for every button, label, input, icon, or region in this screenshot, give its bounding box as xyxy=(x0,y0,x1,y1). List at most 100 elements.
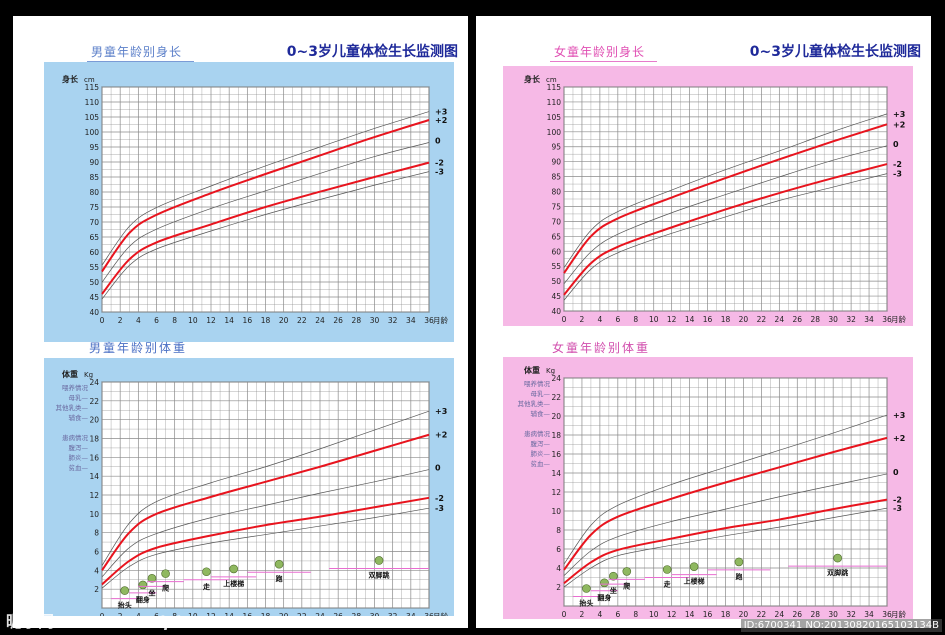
boy-height-xtick-label: 16 xyxy=(243,316,253,325)
boy-weight-ytick-label: 22 xyxy=(89,397,99,406)
girl-weight-sd-label: +3 xyxy=(893,411,905,420)
girl-weight-ytick-label: 20 xyxy=(551,412,561,421)
boy-weight-curve-minus2 xyxy=(101,496,430,586)
milestone-label: 跑 xyxy=(276,574,283,583)
girl-weight-curve-minus3 xyxy=(563,507,888,588)
girl-height-xtick-label: 14 xyxy=(685,315,695,324)
girl-growth-sheet: 女童年龄别身长 0~3岁儿童体检生长监测图 40 45 50 55 60 65 70 75 80… xyxy=(476,16,931,628)
girl-height-unit: cm xyxy=(546,76,557,84)
milestone-figure xyxy=(274,559,284,569)
boy-height-xtick-label: 0 xyxy=(100,316,105,325)
boy-height-xtick-label: 14 xyxy=(224,316,234,325)
boy-height-header: 男童年龄别身长 xyxy=(87,43,195,62)
boy-weight-ytick-label: 18 xyxy=(89,435,99,444)
milestone-figure xyxy=(147,574,157,583)
girl-height-ytick-label: 80 xyxy=(551,188,561,197)
girl-height-curve-median0 xyxy=(563,145,888,285)
milestone-label: 翻身 xyxy=(597,593,611,602)
milestone-label: 翻身 xyxy=(136,595,150,604)
girl-weight-xtick-label: 0 xyxy=(562,610,567,619)
boy-height-sd-label: -3 xyxy=(435,168,444,177)
milestone-figure xyxy=(622,567,632,576)
girl-height-ytick-label: 65 xyxy=(551,232,561,241)
milestone-label: 双脚跳 xyxy=(827,568,848,577)
girl-weight-xtick-label: 32 xyxy=(846,610,856,619)
girl-weight-xtick-label: 16 xyxy=(703,610,713,619)
girl-height-xtick-label: 12 xyxy=(667,315,677,324)
boy-weight-curve-plus2 xyxy=(101,433,430,571)
milestone-figure xyxy=(609,571,618,581)
illness-note: 患病情况 xyxy=(62,433,89,442)
boy-height-curve-minus3 xyxy=(101,171,430,300)
boy-height-ytick-label: 40 xyxy=(89,308,99,317)
milestone-figure xyxy=(161,569,170,578)
girl-height-xtick-label: 10 xyxy=(649,315,659,324)
boy-weight-xtick-label: 36 xyxy=(424,612,434,616)
milestone-label: 走 xyxy=(664,580,672,589)
boy-height-xtick-label: 6 xyxy=(154,316,159,325)
boy-weight-chart: 2468101214161820222402468101214161820222… xyxy=(44,358,454,616)
boy-height-ytick-label: 65 xyxy=(89,233,99,242)
boy-height-ytick-label: 105 xyxy=(85,113,100,122)
girl-height-ytick-label: 95 xyxy=(551,143,561,152)
girl-height-sd-label: -3 xyxy=(893,170,902,179)
girl-height-xtick-label: 18 xyxy=(721,315,731,324)
boy-height-xtick-label: 26 xyxy=(333,316,343,325)
boy-weight-xtick-label: 30 xyxy=(370,612,380,616)
boy-weight-xlabel: 月龄 xyxy=(433,611,448,616)
boy-weight-xtick-label: 24 xyxy=(315,612,325,616)
illness-note: 腹泻— xyxy=(69,443,89,452)
boy-weight-ytick-label: 2 xyxy=(94,585,99,594)
girl-weight-ytick-label: 18 xyxy=(551,431,561,440)
boy-height-ylabel: 身长 xyxy=(62,74,79,84)
boy-weight-ytick-label: 4 xyxy=(94,566,99,575)
illness-note: 肺炎— xyxy=(69,454,89,462)
milestone-label: 上楼梯 xyxy=(684,577,705,586)
boy-weight-xtick-label: 0 xyxy=(100,612,105,616)
girl-height-sd-label: +2 xyxy=(893,120,905,129)
girl-weight-xtick-label: 18 xyxy=(721,610,731,619)
boy-height-xlabel: 月龄 xyxy=(433,315,448,325)
girl-height-ytick-label: 55 xyxy=(551,262,561,271)
boy-weight-ylabel: 体重 xyxy=(62,369,78,379)
girl-height-xtick-label: 32 xyxy=(846,315,856,324)
boy-height-xtick-label: 20 xyxy=(279,316,289,325)
feeding-note: 喂养情况 xyxy=(62,383,89,392)
watermark-url: www.nipic.com xyxy=(102,613,230,631)
boy-height-curve-plus2 xyxy=(101,119,430,273)
girl-height-ytick-label: 100 xyxy=(547,128,562,137)
boy-height-unit: cm xyxy=(84,76,95,84)
boy-weight-ytick-label: 16 xyxy=(89,453,99,462)
girl-height-sd-label: +3 xyxy=(893,110,905,119)
boy-height-ytick-label: 85 xyxy=(89,173,99,182)
girl-height-ytick-label: 60 xyxy=(551,247,561,256)
girl-height-ytick-label: 85 xyxy=(551,173,561,182)
girl-weight-xtick-label: 28 xyxy=(810,610,820,619)
girl-height-ytick-label: 90 xyxy=(551,158,561,167)
boy-height-ytick-label: 50 xyxy=(89,278,99,287)
girl-height-xtick-label: 30 xyxy=(828,315,838,324)
feeding-note: 母乳— xyxy=(69,393,89,402)
girl-weight-curve-plus3 xyxy=(563,414,888,565)
boy-weight-sd-label: -2 xyxy=(435,494,444,503)
feeding-note: 喂养情况 xyxy=(524,379,551,388)
girl-height-sd-label: -2 xyxy=(893,160,902,169)
girl-weight-ytick-label: 24 xyxy=(551,374,561,383)
boy-height-curve-plus3 xyxy=(101,111,430,266)
girl-height-ytick-label: 115 xyxy=(547,83,562,92)
feeding-note: 辅食— xyxy=(69,413,89,422)
boy-height-ytick-label: 70 xyxy=(89,218,99,227)
milestone-figure xyxy=(582,584,591,593)
girl-height-xtick-label: 22 xyxy=(757,315,767,324)
milestone-figure xyxy=(138,580,148,590)
milestone-figure xyxy=(734,557,744,567)
girl-weight-xtick-label: 22 xyxy=(757,610,767,619)
girl-weight-ytick-label: 2 xyxy=(556,583,561,592)
girl-weight-ytick-label: 4 xyxy=(556,564,561,573)
girl-weight-xtick-label: 20 xyxy=(739,610,749,619)
girl-height-xtick-label: 6 xyxy=(615,315,620,324)
boy-weight-xtick-label: 2 xyxy=(118,612,123,616)
boy-height-ytick-label: 75 xyxy=(89,203,99,212)
milestone-label: 双脚跳 xyxy=(369,570,390,579)
